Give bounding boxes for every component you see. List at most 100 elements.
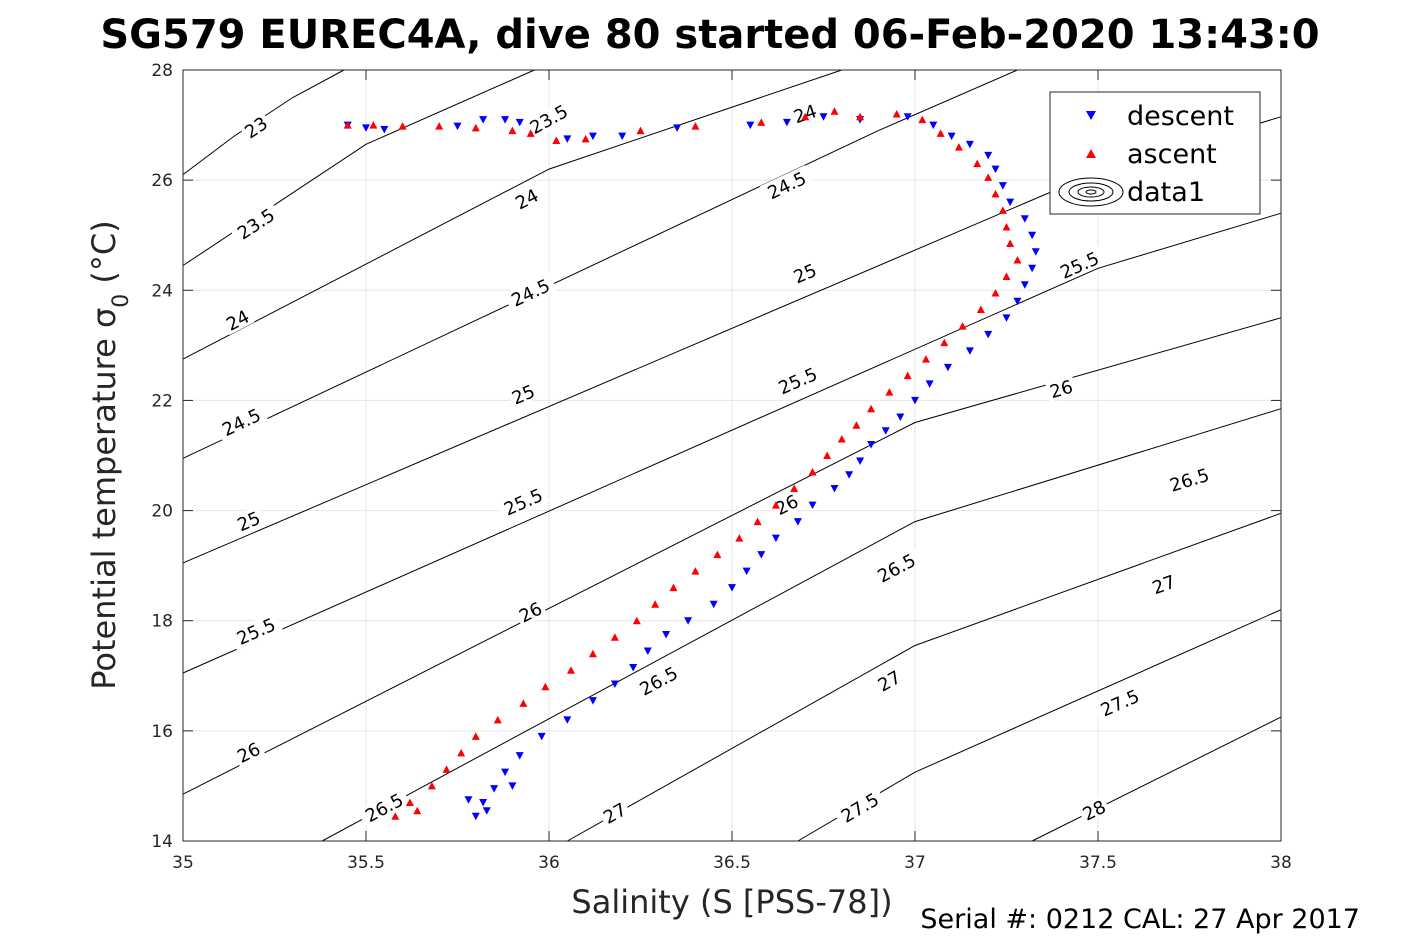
ascent-point — [823, 451, 832, 459]
contour-label-bg — [769, 488, 804, 520]
descent-point — [911, 396, 919, 405]
descent-point — [684, 617, 693, 625]
x-axis-ticks: 35 35.5 36 36.5 37 37.5 38 — [172, 70, 1292, 873]
y-axis-label-main: Potential temperature σ — [85, 308, 123, 690]
y-axis-ticks: 14 16 18 20 22 24 26 28 — [151, 61, 1281, 852]
ascent-series — [343, 107, 1022, 820]
ascent-point — [391, 812, 400, 820]
x-axis-label: Salinity (S [PSS-78]) — [571, 883, 892, 921]
descent-point — [673, 124, 682, 132]
ascent-point — [669, 583, 678, 592]
contour-label-bg — [357, 786, 411, 828]
descent-point — [903, 113, 912, 121]
contour-label-bg — [238, 110, 273, 144]
descent-point — [563, 135, 572, 143]
contour-label-bg — [597, 797, 632, 829]
descent-point — [819, 113, 828, 121]
contour-legend-icon — [1058, 177, 1124, 207]
descent-point — [845, 471, 854, 479]
y-tick-label: 28 — [151, 61, 173, 81]
ascent-point — [852, 421, 861, 429]
legend-label-data1: data1 — [1127, 177, 1205, 208]
ascent-point — [940, 338, 949, 347]
ascent-point — [636, 126, 645, 135]
ascent-point — [471, 123, 480, 132]
contour-label-bg — [521, 97, 576, 140]
descent-point — [943, 363, 952, 372]
x-tick-label: 35 — [172, 853, 194, 873]
contour-label-bg — [1146, 569, 1181, 599]
x-tick-label: 37 — [904, 853, 926, 873]
legend-label-ascent: ascent — [1127, 139, 1217, 170]
chart-title: SG579 EUREC4A, dive 80 started 06-Feb-20… — [100, 12, 1319, 58]
descent-point — [490, 785, 499, 793]
y-axis-label-group: Potential temperature σ0 (°C) — [85, 220, 134, 689]
ascent-point — [691, 122, 700, 130]
contour-label-bg — [229, 201, 283, 246]
contour-label: 25 — [506, 379, 540, 410]
descent-point — [515, 752, 524, 760]
descent-point — [501, 768, 510, 777]
descent-point — [1020, 281, 1029, 289]
descent-point — [479, 798, 488, 807]
ascent-point — [998, 206, 1007, 214]
ascent-point — [457, 748, 466, 757]
contour-line-24 — [182, 69, 842, 360]
contour-label-bg — [871, 664, 907, 696]
descent-point — [588, 697, 597, 705]
ascent-point — [566, 666, 575, 674]
ascent-point — [976, 305, 985, 314]
contour-line-25-5 — [182, 212, 1282, 674]
descent-point — [629, 664, 638, 672]
ascent-point — [632, 616, 641, 625]
ascent-point — [581, 134, 590, 143]
descent-point — [771, 534, 780, 543]
descent-point — [508, 782, 517, 790]
ascent-point — [753, 517, 762, 526]
y-tick-label: 26 — [151, 171, 173, 191]
ascent-point — [918, 115, 927, 124]
ascent-point — [519, 699, 528, 707]
descent-point — [362, 124, 370, 132]
contour-label-bg — [509, 183, 544, 214]
descent-point — [471, 812, 480, 821]
descent-point — [709, 600, 718, 609]
descent-point — [984, 330, 993, 339]
descent-point — [867, 440, 876, 449]
ascent-point — [808, 468, 817, 476]
contour-label: 27 — [1146, 569, 1181, 599]
contour-label-bg — [788, 258, 822, 288]
descent-point — [991, 165, 1000, 174]
descent-point — [515, 118, 524, 127]
descent-point — [380, 125, 389, 134]
contour-line-28 — [1031, 716, 1282, 842]
descent-point — [464, 796, 473, 804]
ascent-point — [552, 136, 561, 144]
x-tick-label: 35.5 — [347, 853, 385, 873]
descent-point — [618, 132, 627, 141]
ascent-point — [526, 129, 535, 137]
contour-label-bg — [1044, 374, 1078, 402]
y-tick-label: 16 — [151, 722, 173, 742]
descent-point — [1020, 215, 1029, 223]
ascent-point — [921, 355, 930, 363]
contour-label-bg — [1052, 245, 1107, 284]
ascent-point — [1002, 222, 1011, 231]
contour-label-bg — [631, 659, 686, 702]
ascent-point — [610, 633, 619, 641]
contour-label-bg — [513, 596, 548, 627]
y-tick-label: 18 — [151, 612, 173, 632]
ascent-point — [790, 484, 799, 493]
ascent-point — [508, 126, 517, 135]
descent-point — [925, 380, 934, 388]
ascent-point — [1006, 239, 1015, 247]
contour-line-26 — [182, 317, 1282, 795]
ascent-point — [903, 371, 912, 380]
descent-point — [742, 567, 751, 576]
x-tick-label: 36 — [538, 853, 560, 873]
legend-entry-data1: data1 — [1058, 177, 1205, 208]
ascent-point — [801, 112, 810, 121]
descent-point — [830, 485, 839, 493]
contour-line-27 — [567, 512, 1282, 842]
